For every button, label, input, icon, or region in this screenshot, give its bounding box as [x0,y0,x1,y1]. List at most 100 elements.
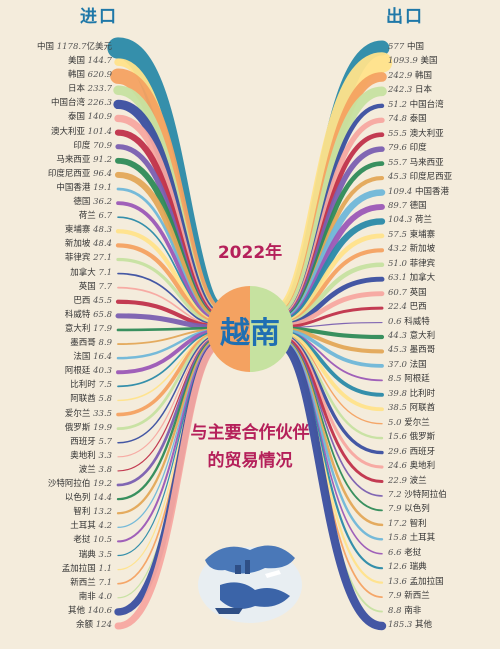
export-label-38: 7.9 新西兰 [388,591,430,602]
country-name: 越南 [220,316,280,351]
map-continent-north [205,545,295,574]
export-label-27: 15.6 俄罗斯 [388,432,435,443]
country-name-label: 韩国 [415,70,433,81]
value-label: 6.6 [388,547,402,558]
country-name-label: 新加坡 [64,239,91,250]
export-label-4: 51.2 中国台湾 [388,100,444,111]
export-label-21: 45.3 墨西哥 [388,345,435,356]
country-name-label: 澳大利亚 [50,126,85,137]
export-label-25: 38.5 阿联酋 [388,403,435,414]
value-label: 4.2 [98,521,112,532]
country-name-label: 奥地利 [70,450,96,461]
export-label-18: 22.4 巴西 [388,302,427,313]
value-label: 60.7 [388,287,407,298]
value-label: 17.9 [93,323,112,334]
country-name-label: 波兰 [409,475,427,486]
country-name-label: 意大利 [409,331,436,341]
country-name-label: 爱尔兰 [64,408,91,419]
import-label-36: 瑞典 3.5 [79,550,112,561]
import-label-40: 其他 140.6 [68,606,112,617]
import-flow-41 [114,341,224,630]
country-name-label: 阿联酋 [70,394,96,405]
country-name-label: 日本 [415,85,433,96]
value-label: 7.1 [98,267,112,278]
import-label-23: 阿根廷 40.3 [65,366,112,377]
country-name-label: 马来西亚 [56,154,91,165]
world-map-illustration [198,545,302,623]
value-label: 7.9 [388,504,402,515]
import-label-2: 韩国 620.9 [68,70,112,81]
country-name-label: 印度尼西亚 [409,172,453,183]
import-label-41: 余额 124 [76,620,112,631]
import-flow-33 [116,337,222,515]
country-name-label: 印度 [73,140,91,151]
circle-import-half [207,286,250,372]
export-label-5: 74.8 泰国 [388,114,427,125]
value-label: 48.4 [93,239,112,250]
country-name-label: 比利时 [409,388,436,399]
country-name-label: 中国 [406,42,424,52]
country-name-label: 中国台湾 [409,99,444,110]
export-label-32: 7.9 以色列 [388,504,430,515]
country-name-label: 墨西哥 [70,338,96,349]
value-label: 43.2 [388,244,407,255]
value-label: 13.2 [93,507,112,518]
country-name-label: 余额 [76,620,94,630]
import-label-17: 英国 7.7 [79,282,112,293]
value-label: 124 [95,620,112,630]
country-name-label: 意大利 [64,323,91,334]
value-label: 7.2 [388,489,402,500]
value-label: 4.0 [98,591,112,602]
country-name-label: 荷兰 [415,215,433,226]
import-label-3: 日本 233.7 [68,84,112,95]
country-name-label: 其他 [415,620,433,630]
value-label: 19.1 [93,182,112,193]
value-label: 577 [388,42,405,52]
export-header: 出口 [386,7,424,27]
export-label-24: 39.8 比利时 [388,389,435,400]
value-label: 3.3 [98,450,112,461]
export-label-13: 57.5 柬埔寨 [388,230,435,241]
country-name-label: 科威特 [404,316,430,327]
export-label-35: 6.6 老挝 [388,548,421,559]
value-label: 24.6 [388,461,407,472]
country-name-label: 沙特阿拉伯 [404,489,447,500]
country-name-label: 中国香港 [415,186,450,197]
value-label: 620.9 [87,70,112,81]
country-name-label: 中国 [37,42,55,52]
export-label-17: 60.7 英国 [388,288,427,299]
import-label-5: 泰国 140.9 [68,112,112,123]
value-label: 45.5 [93,295,112,306]
value-label: 57.5 [388,229,407,240]
country-name-label: 以色列 [404,504,430,515]
import-label-9: 印度尼西亚 96.4 [48,169,112,180]
value-label: 242.9 [388,70,413,81]
unit-label: 亿美元 [86,42,112,52]
country-name-label: 瑞典 [409,562,427,573]
country-name-label: 中国台湾 [50,98,85,109]
country-name-label: 印度尼西亚 [47,168,91,179]
subtitle-line2: 的贸易情况 [207,451,293,471]
country-name-label: 泰国 [409,114,427,125]
circle-export-half [250,286,293,372]
import-label-4: 中国台湾 226.3 [51,98,112,109]
export-label-3: 242.3 日本 [388,85,432,96]
country-name-label: 新西兰 [70,577,96,588]
value-label: 5.0 [388,417,402,428]
ship-icon [215,608,243,614]
value-label: 109.4 [388,186,413,197]
export-label-1: 1093.9 美国 [388,56,437,67]
country-name-label: 巴西 [409,302,427,313]
export-label-12: 104.3 荷兰 [388,215,432,226]
country-name-label: 南非 [78,591,96,602]
value-label: 140.9 [87,112,112,123]
country-name-label: 墨西哥 [409,345,436,356]
country-name-label: 菲律宾 [64,253,91,264]
value-label: 22.4 [388,302,407,313]
export-label-2: 242.9 韩国 [388,71,432,82]
import-label-18: 巴西 45.5 [73,296,112,307]
import-label-1: 美国 144.7 [68,56,112,67]
country-name-label: 荷兰 [78,211,96,222]
country-name-label: 以色列 [64,493,91,504]
